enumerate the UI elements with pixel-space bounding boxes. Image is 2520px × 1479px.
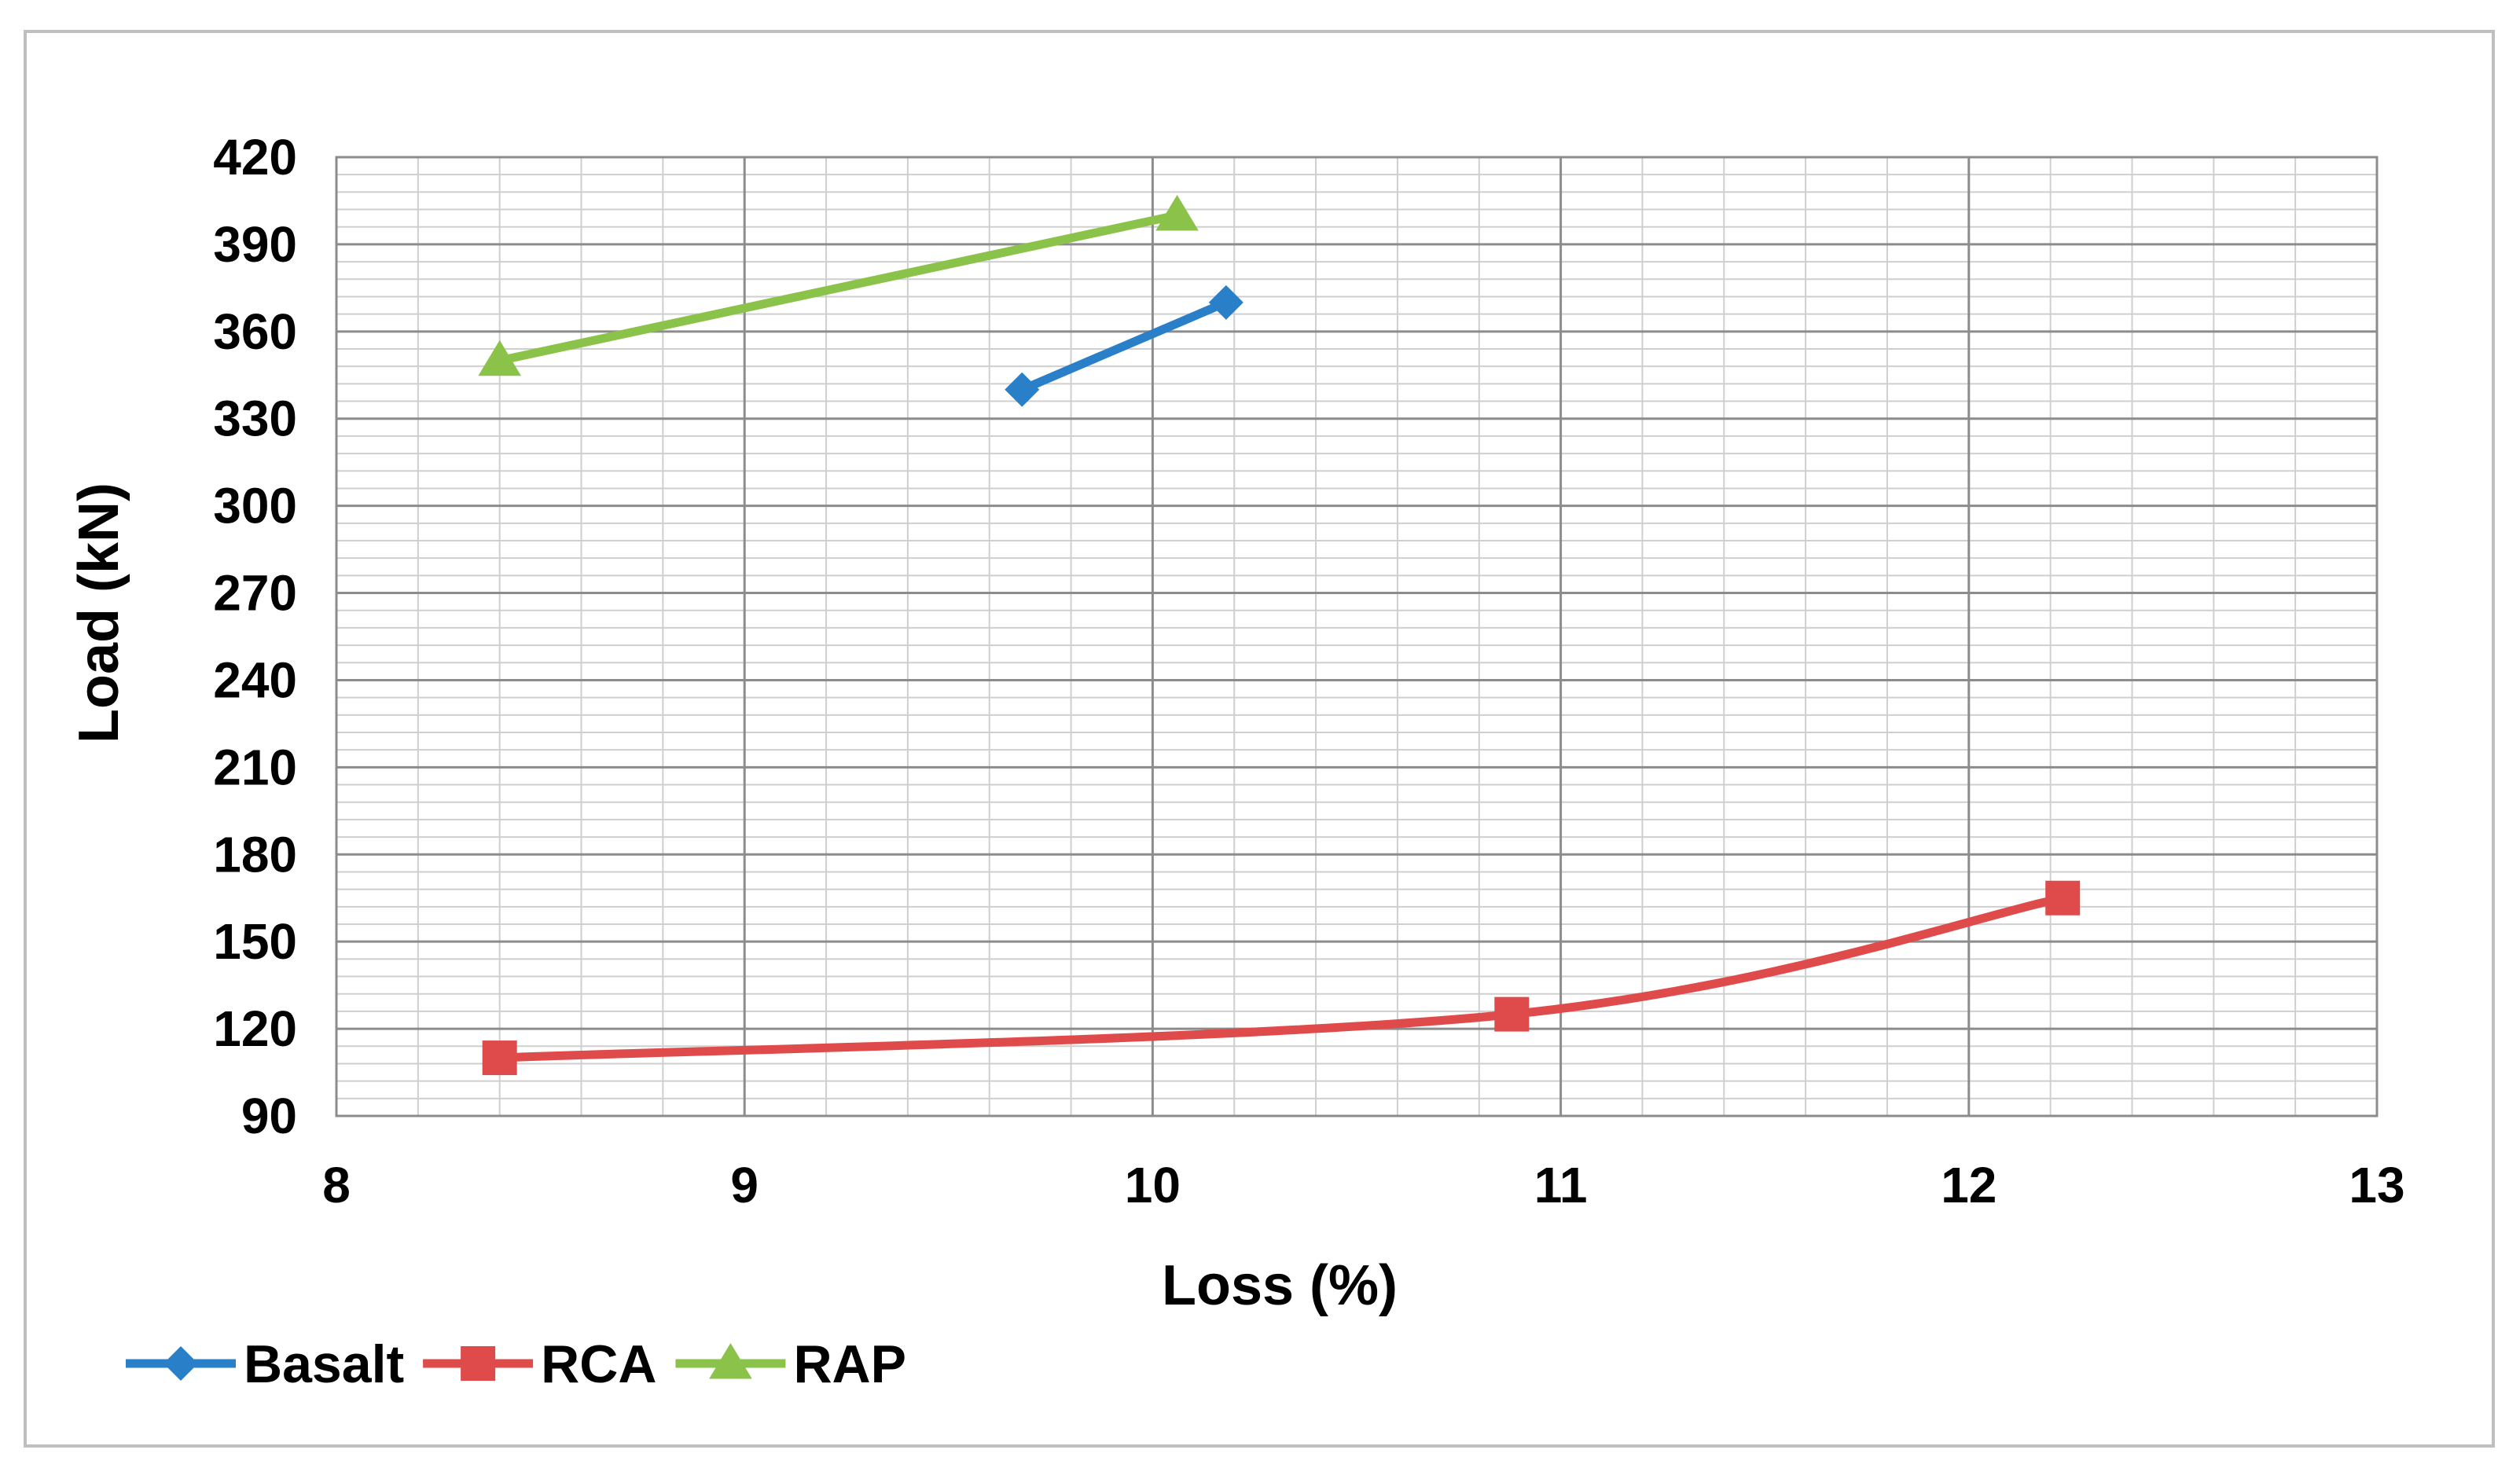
x-tick-label: 11	[1534, 1157, 1588, 1213]
y-tick-label: 90	[241, 1088, 297, 1144]
legend-label-basalt: Basalt	[244, 1334, 404, 1394]
y-tick-label: 420	[213, 129, 297, 185]
legend-item-rap: RAP	[675, 1334, 906, 1394]
y-axis-label: Load (kN)	[68, 483, 130, 743]
series-layer	[478, 194, 2081, 1076]
data-point-rap	[478, 339, 521, 376]
plot-grid	[335, 156, 2379, 1118]
y-tick-label: 120	[213, 1000, 297, 1057]
y-tick-label: 240	[213, 651, 297, 708]
data-point-rca	[482, 1040, 517, 1076]
y-tick-label: 210	[213, 739, 297, 795]
y-tick-label: 150	[213, 913, 297, 970]
y-tick-label: 270	[213, 565, 297, 622]
y-tick-label: 390	[213, 216, 297, 273]
data-point-basalt	[1005, 372, 1040, 407]
series-basalt	[1005, 284, 1243, 407]
plot-frame	[335, 156, 2379, 1118]
y-tick-label: 360	[213, 303, 297, 360]
data-point-basalt	[1208, 284, 1243, 320]
data-point-rca	[2045, 880, 2081, 916]
x-tick-label: 8	[322, 1157, 351, 1213]
x-axis-label: Loss (%)	[1162, 1254, 1398, 1317]
legend-marker-rca	[461, 1346, 496, 1381]
y-tick-label: 300	[213, 478, 297, 534]
x-tick-label: 13	[2349, 1157, 2404, 1213]
legend-marker-rap	[709, 1343, 752, 1379]
legend-marker-basalt	[163, 1346, 198, 1381]
legend-item-basalt: Basalt	[126, 1334, 404, 1394]
legend-label-rap: RAP	[793, 1334, 906, 1394]
series-line-basalt	[1017, 298, 1231, 395]
y-tick-label: 180	[213, 826, 297, 883]
x-tick-label: 9	[730, 1157, 759, 1213]
legend: Basalt RCA RAP	[126, 1334, 906, 1394]
x-tick-label: 10	[1125, 1157, 1181, 1213]
axis-ticks: 8 9 10 11 12 13 90 120 150 180 210 240 270 300 330 360 3…	[213, 129, 2404, 1213]
y-tick-label: 330	[213, 391, 297, 447]
data-point-rca	[1494, 996, 1530, 1032]
series-line-rca	[495, 894, 2067, 1062]
x-tick-label: 12	[1941, 1157, 1997, 1213]
series-line-rap	[495, 211, 1182, 365]
series-rap	[478, 194, 1199, 376]
plot-area	[336, 157, 2377, 1116]
series-rca	[482, 880, 2081, 1076]
data-point-rap	[1155, 194, 1199, 231]
legend-label-rca: RCA	[541, 1334, 656, 1394]
legend-item-rca: RCA	[423, 1334, 656, 1394]
